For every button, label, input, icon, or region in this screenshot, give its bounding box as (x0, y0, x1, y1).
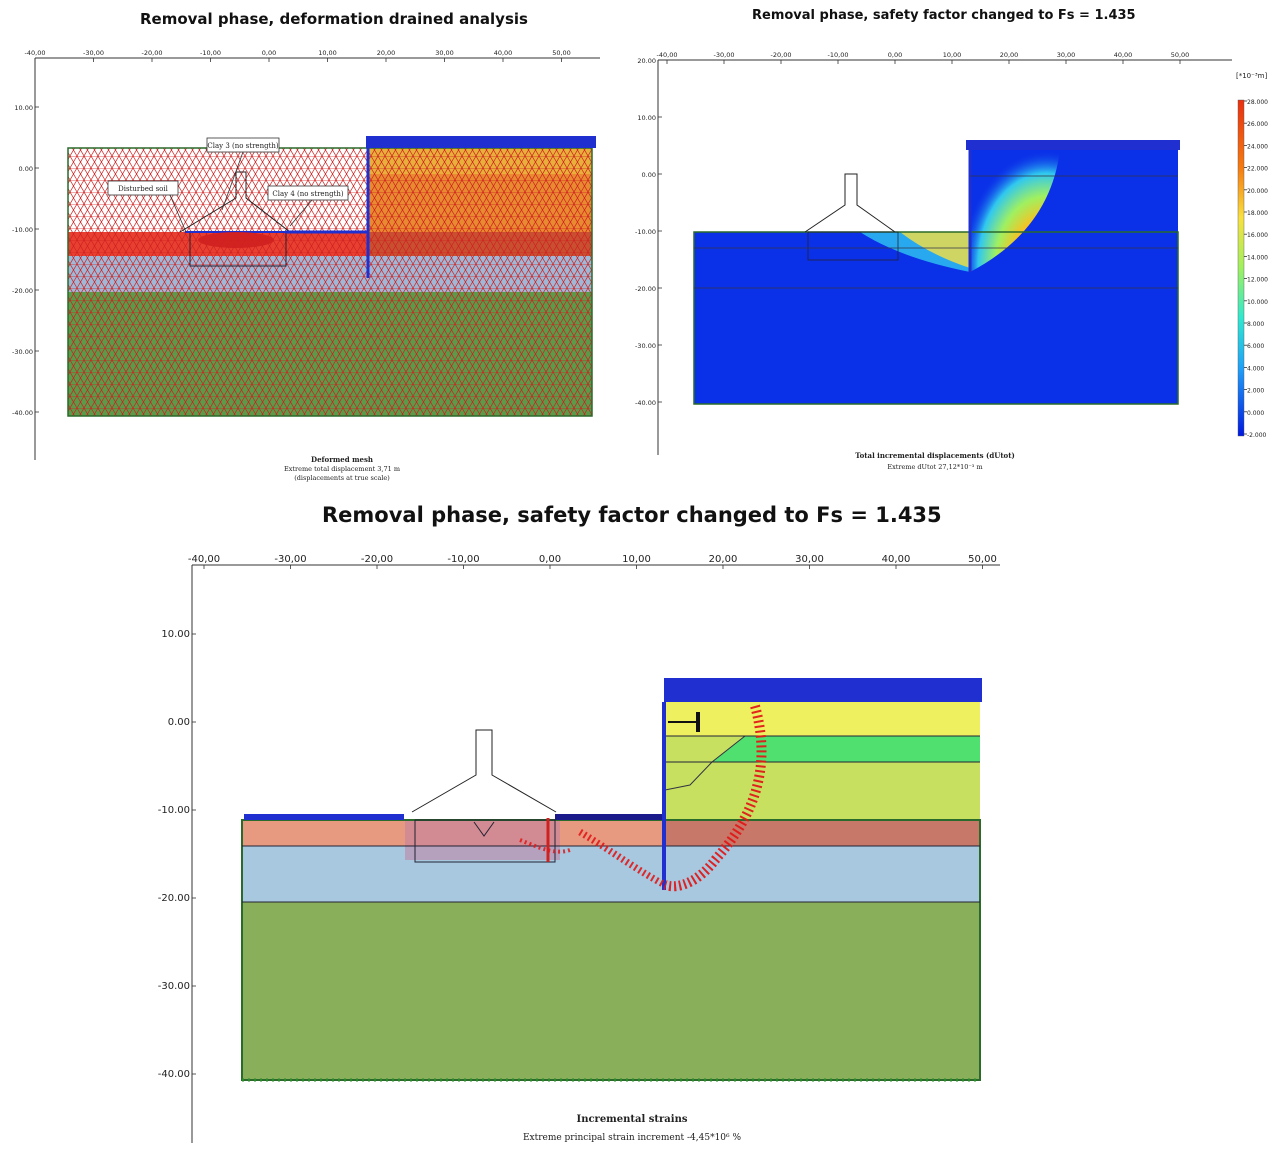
clay-layer-bottom (242, 902, 980, 1080)
legend-colorbar (1237, 99, 1245, 437)
y-tick-label: -30.00 (12, 348, 33, 356)
clay-layer-middle (242, 846, 980, 902)
legend-value: 2.000 (1247, 388, 1264, 395)
x-tick-label: 50,00 (1171, 51, 1190, 59)
x-tick-label: 40,00 (494, 49, 513, 57)
shear-band (663, 704, 767, 892)
y-tick-label: -30.00 (635, 342, 656, 350)
label-clay-4: Clay 4 (no strength) (267, 185, 349, 227)
surface-load (366, 136, 596, 148)
title-top-right: Removal phase, safety factor changed to … (752, 8, 1136, 23)
title-bottom: Removal phase, safety factor changed to … (322, 503, 942, 527)
failure-zone-contour (970, 150, 1060, 272)
x-tick-label: 30,00 (1057, 51, 1076, 59)
legend-value: -2.000 (1247, 432, 1267, 439)
x-tick-label: -40,00 (657, 51, 678, 59)
y-tick-label: 10.00 (14, 104, 33, 112)
y-tick-label: 0.00 (19, 165, 33, 173)
y-tick-label: -40.00 (635, 399, 656, 407)
x-tick-label: 30,00 (435, 49, 454, 57)
x-tick-label: -20,00 (142, 49, 163, 57)
x-tick-label: -20,00 (771, 51, 792, 59)
x-tick-label: -20,00 (361, 554, 393, 565)
x-tick-label: 50,00 (968, 554, 997, 565)
label-disturbed-soil: Disturbed soil (107, 180, 187, 233)
y-tick-label: -40.00 (158, 1069, 190, 1080)
label-clay-3: Clay 3 (no strength) (206, 137, 280, 211)
legend-value: 26.000 (1247, 121, 1268, 128)
x-tick-label: 20,00 (709, 554, 738, 565)
y-tick-label: -40.00 (12, 409, 33, 417)
caption-title-tl: Deformed mesh (311, 455, 373, 464)
title-top-left: Removal phase, deformation drained analy… (140, 10, 528, 28)
caption-line1-tr: Extreme dUtot 27,12*10⁻³ m (887, 463, 982, 471)
x-tick-label: 10,00 (318, 49, 337, 57)
x-tick-label: 50,00 (552, 49, 571, 57)
legend-value: 4.000 (1247, 365, 1264, 372)
y-tick-label: -20.00 (635, 285, 656, 293)
y-tick-label: -20.00 (12, 287, 33, 295)
x-tick-label: -30,00 (83, 49, 104, 57)
x-tick-label: 40,00 (882, 554, 911, 565)
x-tick-label: 0,00 (539, 554, 561, 565)
legend-value: 8.000 (1247, 321, 1264, 328)
legend-value: 0.000 (1247, 410, 1264, 417)
y-tick-label: 10.00 (161, 629, 190, 640)
y-tick-label: -10.00 (158, 805, 190, 816)
legend-value: 14.000 (1247, 254, 1268, 261)
legend-value: 6.000 (1247, 343, 1264, 350)
svg-text:Clay 3 (no strength): Clay 3 (no strength) (207, 142, 279, 150)
x-tick-label: 20,00 (377, 49, 396, 57)
x-tick-label: 20,00 (1000, 51, 1019, 59)
caption-line2-tl: (displacements at true scale) (294, 474, 390, 482)
x-tick-label: 0,00 (888, 51, 902, 59)
legend-value: 22.000 (1247, 166, 1268, 173)
legend-value: 16.000 (1247, 232, 1268, 239)
caption-title-bottom: Incremental strains (577, 1114, 688, 1125)
x-tick-label: -10,00 (828, 51, 849, 59)
y-tick-label: -10.00 (12, 226, 33, 234)
legend-value: 24.000 (1247, 143, 1268, 150)
legend-value: 10.000 (1247, 299, 1268, 306)
svg-text:Disturbed soil: Disturbed soil (118, 185, 168, 193)
y-tick-label: -10.00 (635, 228, 656, 236)
y-tick-label: 20.00 (637, 57, 656, 65)
caption-line1-bottom: Extreme principal strain increment -4,45… (523, 1133, 742, 1143)
caption-title-tr: Total incremental displacements (dUtot) (855, 451, 1015, 460)
x-tick-label: 30,00 (795, 554, 824, 565)
panel-total-incremental-displacements: -40,00 -30,00 -20,00 -10,00 0,00 10,00 20,00 30… (635, 51, 1268, 471)
y-tick-label: 0.00 (168, 717, 190, 728)
color-legend: [*10⁻³m] 28.000 26.000 24.000 22.000 20.000 1… (1236, 72, 1268, 439)
x-tick-label: -10,00 (447, 554, 479, 565)
surface-load-bottom (664, 678, 982, 702)
x-tick-label: 10,00 (943, 51, 962, 59)
legend-value: 28.000 (1247, 99, 1268, 106)
x-tick-label: -30,00 (274, 554, 306, 565)
panel-deformed-mesh: -40,00 -30,00 -20,00 -10,00 0,00 10,00 20,00 30… (12, 49, 600, 482)
legend-unit: [*10⁻³m] (1236, 72, 1267, 80)
svg-text:Clay 4 (no strength): Clay 4 (no strength) (272, 190, 344, 198)
x-tick-label: -40,00 (188, 554, 220, 565)
legend-value: 12.000 (1247, 277, 1268, 284)
pipe-structure (411, 729, 557, 813)
x-tick-label: -40,00 (25, 49, 46, 57)
x-tick-label: -30,00 (714, 51, 735, 59)
y-tick-label: 10.00 (637, 114, 656, 122)
y-tick-label: -20.00 (158, 893, 190, 904)
green-fill-zone (712, 736, 980, 762)
caption-line1-tl: Extreme total displacement 3,71 m (284, 465, 400, 473)
x-tick-label: -10,00 (200, 49, 221, 57)
legend-value: 20.000 (1247, 188, 1268, 195)
x-tick-label: 10,00 (622, 554, 651, 565)
y-tick-label: -30.00 (158, 981, 190, 992)
surface-load-tr (966, 140, 1180, 150)
panel-incremental-strains: -40,00 -30,00 -20,00 -10,00 0,00 10,00 20,00 30… (158, 554, 1000, 1143)
x-tick-label: 0,00 (262, 49, 276, 57)
legend-value: 18.000 (1247, 210, 1268, 217)
y-tick-label: 0.00 (642, 171, 656, 179)
x-tick-label: 40,00 (1114, 51, 1133, 59)
